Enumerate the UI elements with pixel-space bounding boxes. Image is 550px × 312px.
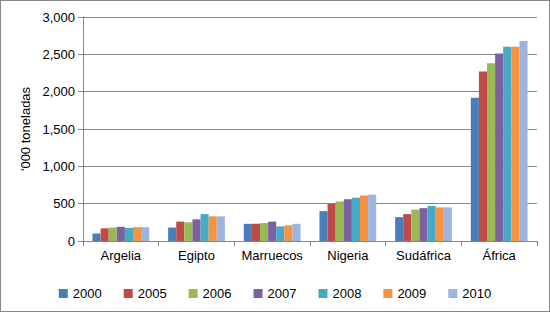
svg-text:2009: 2009	[397, 286, 426, 301]
svg-text:'000 toneladas: '000 toneladas	[18, 86, 33, 171]
svg-text:2008: 2008	[332, 286, 361, 301]
svg-text:2006: 2006	[203, 286, 232, 301]
svg-text:3,000: 3,000	[42, 10, 75, 25]
svg-text:2007: 2007	[268, 286, 297, 301]
svg-text:Argelia: Argelia	[101, 248, 142, 263]
svg-text:2,000: 2,000	[42, 84, 75, 99]
svg-text:Marruecos: Marruecos	[241, 248, 303, 263]
svg-text:2000: 2000	[73, 286, 102, 301]
svg-text:2005: 2005	[138, 286, 167, 301]
svg-text:2,500: 2,500	[42, 47, 75, 62]
svg-text:Egipto: Egipto	[178, 248, 215, 263]
svg-text:2010: 2010	[462, 286, 491, 301]
svg-text:África: África	[483, 248, 517, 263]
svg-text:0: 0	[68, 234, 75, 249]
svg-text:1,000: 1,000	[42, 159, 75, 174]
svg-text:Nigeria: Nigeria	[327, 248, 369, 263]
svg-text:1,500: 1,500	[42, 122, 75, 137]
svg-text:500: 500	[53, 196, 75, 211]
svg-text:Sudáfrica: Sudáfrica	[396, 248, 452, 263]
